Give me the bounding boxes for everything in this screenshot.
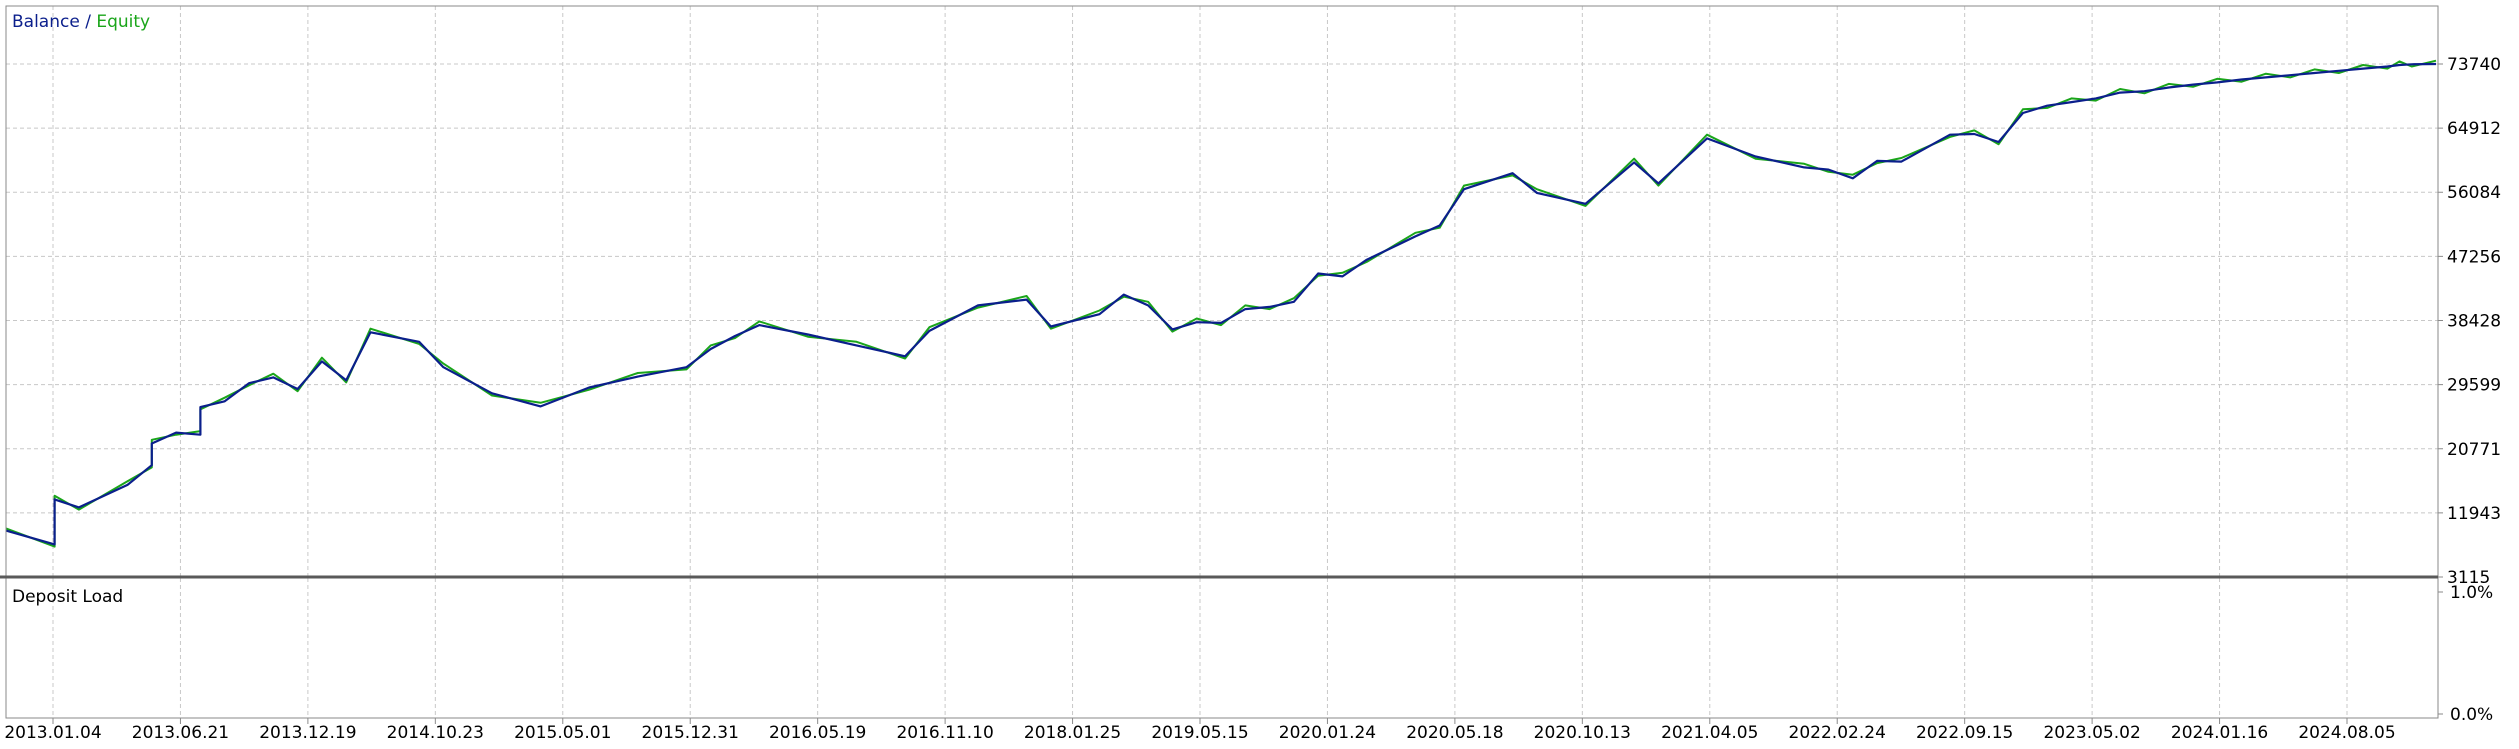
x-tick-label: 2015.05.01 bbox=[514, 723, 611, 743]
x-axis-ticks: 2013.01.04 2013.06.21 2013.12.19 2014.10.23… bbox=[4, 718, 2396, 743]
deposit-load-y-axis-ticks: 1.0% 0.0% bbox=[2438, 583, 2493, 725]
x-tick-label: 2020.10.13 bbox=[1534, 723, 1631, 743]
grid-lines bbox=[6, 6, 2438, 718]
x-tick-label: 2024.01.16 bbox=[2171, 723, 2268, 743]
y-tick-label: 56084 bbox=[2447, 183, 2501, 203]
y-tick-label: 64912 bbox=[2447, 119, 2501, 139]
x-tick-label: 2013.12.19 bbox=[259, 723, 356, 743]
x-tick-label: 2024.08.05 bbox=[2298, 723, 2395, 743]
y-axis-ticks: 73740 64912 56084 47256 38428 29599 20771 11943… bbox=[2438, 55, 2501, 588]
legend: Balance / Equity bbox=[12, 12, 150, 32]
y-tick-label: 11943 bbox=[2447, 504, 2501, 524]
x-tick-label: 2015.12.31 bbox=[642, 723, 739, 743]
legend-separator: / bbox=[80, 12, 97, 32]
x-tick-label: 2013.01.04 bbox=[4, 723, 101, 743]
y-tick-label: 47256 bbox=[2447, 247, 2501, 267]
x-tick-label: 2020.01.24 bbox=[1279, 723, 1376, 743]
deposit-load-tick-label: 0.0% bbox=[2450, 705, 2493, 725]
legend-equity: Equity bbox=[96, 12, 150, 32]
deposit-load-tick-label: 1.0% bbox=[2450, 583, 2493, 603]
x-tick-label: 2014.10.23 bbox=[387, 723, 484, 743]
equity-line bbox=[5, 59, 2437, 548]
y-tick-label: 20771 bbox=[2447, 440, 2501, 460]
y-tick-label: 29599 bbox=[2447, 376, 2501, 396]
x-tick-label: 2018.01.25 bbox=[1024, 723, 1121, 743]
x-tick-label: 2019.05.15 bbox=[1151, 723, 1248, 743]
chart-frame bbox=[0, 5, 2439, 719]
y-tick-label: 38428 bbox=[2447, 311, 2501, 331]
x-tick-label: 2013.06.21 bbox=[132, 723, 229, 743]
x-tick-label: 2022.02.24 bbox=[1789, 723, 1886, 743]
series-lines bbox=[5, 59, 2437, 548]
deposit-load-title: Deposit Load bbox=[12, 587, 123, 607]
x-tick-label: 2020.05.18 bbox=[1406, 723, 1503, 743]
x-tick-label: 2022.09.15 bbox=[1916, 723, 2013, 743]
x-tick-label: 2021.04.05 bbox=[1661, 723, 1758, 743]
balance-line bbox=[5, 62, 2437, 546]
y-tick-label: 3115 bbox=[2447, 568, 2490, 588]
legend-balance: Balance bbox=[12, 12, 80, 32]
y-tick-label: 73740 bbox=[2447, 55, 2501, 75]
x-tick-label: 2023.05.02 bbox=[2043, 723, 2140, 743]
x-tick-label: 2016.11.10 bbox=[896, 723, 993, 743]
x-tick-label: 2016.05.19 bbox=[769, 723, 866, 743]
